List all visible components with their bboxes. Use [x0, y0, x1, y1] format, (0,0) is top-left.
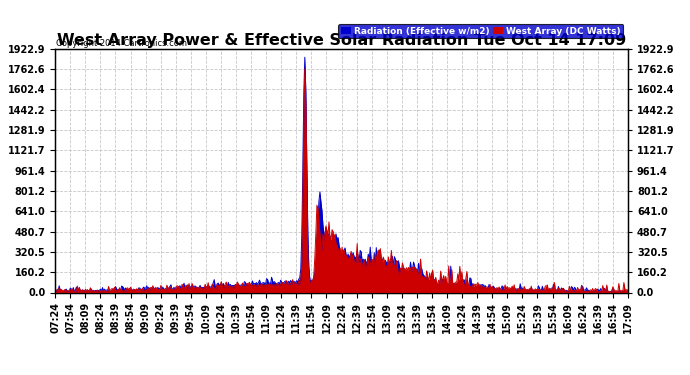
Text: Copyright 2014 Cartronics.com: Copyright 2014 Cartronics.com: [57, 39, 188, 48]
Title: West Array Power & Effective Solar Radiation Tue Oct 14 17:09: West Array Power & Effective Solar Radia…: [57, 33, 627, 48]
Legend: Radiation (Effective w/m2), West Array (DC Watts): Radiation (Effective w/m2), West Array (…: [338, 24, 623, 38]
